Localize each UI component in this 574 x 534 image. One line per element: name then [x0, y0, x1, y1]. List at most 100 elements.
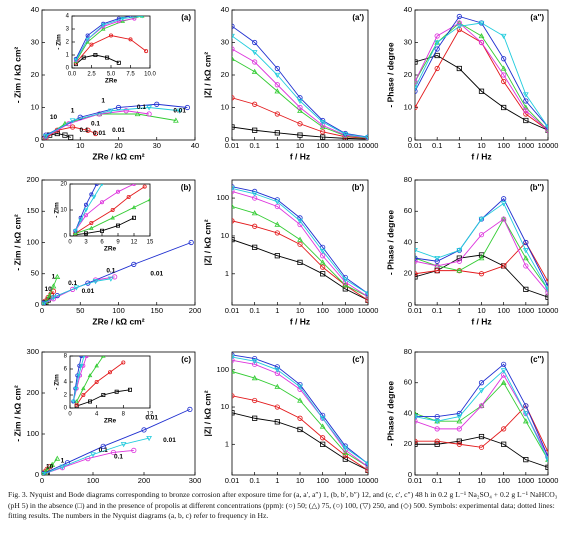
data-marker: [93, 53, 98, 58]
y-tick-label: 1: [66, 53, 70, 59]
data-marker: [456, 426, 462, 432]
data-marker: [456, 24, 463, 30]
panel-label: (a): [181, 13, 191, 22]
data-marker: [232, 23, 235, 29]
data-marker: [523, 108, 529, 114]
y-tick-label: 20: [60, 182, 67, 188]
data-marker: [131, 215, 136, 220]
y-tick-label: 20: [404, 269, 412, 278]
data-marker: [252, 397, 258, 404]
y-tick-label: 10: [221, 102, 229, 111]
data-marker: [342, 452, 348, 459]
data-marker: [319, 416, 326, 422]
data-marker: [297, 98, 303, 105]
data-marker: [319, 259, 326, 265]
frequency-annotation: 10: [45, 286, 53, 293]
inset: 0 3 6 9 12 15 0 10 20 ZRe - ZIm: [54, 182, 154, 253]
y-tick-label: 4: [64, 380, 68, 386]
data-marker: [342, 131, 349, 138]
data-marker: [42, 472, 46, 475]
data-marker: [545, 287, 548, 293]
data-marker: [434, 258, 440, 264]
frequency-annotation: 0.01: [93, 130, 106, 137]
x-tick-label: 0.0: [68, 72, 77, 78]
data-marker: [342, 277, 349, 283]
data-marker: [501, 216, 507, 222]
x-tick-label: 10: [296, 141, 304, 150]
data-marker: [274, 253, 280, 259]
data-marker: [342, 445, 349, 451]
data-marker: [297, 107, 303, 113]
data-marker: [478, 402, 485, 408]
x-tick-label: 0: [40, 306, 44, 315]
data-marker: [78, 218, 83, 223]
x-tick-label: 7.5: [126, 72, 135, 78]
data-marker: [415, 78, 418, 84]
y-tick-label: 40: [31, 5, 39, 14]
x-tick-label: 10000: [358, 476, 379, 485]
series-group: [42, 239, 194, 305]
data-marker: [365, 135, 368, 140]
data-marker: [87, 373, 93, 378]
y-axis-label: - Zim / kΩ cm²: [12, 385, 22, 442]
x-tick-label: 1: [457, 306, 461, 315]
x-tick-label: 100: [497, 476, 510, 485]
data-marker: [252, 223, 258, 229]
x-tick-label: 100: [497, 141, 510, 150]
data-marker: [84, 213, 89, 218]
frequency-annotation: 0.01: [145, 414, 158, 421]
x-tick-label: 100: [316, 476, 329, 485]
y-tick-label: 1: [225, 269, 229, 278]
data-marker: [365, 461, 368, 467]
data-marker: [500, 33, 507, 40]
x-axis-label: ZRe / kΩ cm²: [92, 316, 144, 326]
data-marker: [54, 455, 61, 461]
fit-line: [43, 278, 111, 305]
x-tick-label: 0.1: [249, 476, 259, 485]
series-group: [415, 13, 548, 133]
fit-line: [415, 369, 548, 460]
data-marker: [523, 98, 529, 104]
data-marker: [434, 426, 440, 432]
y-tick-label: 2: [66, 40, 70, 46]
data-marker: [232, 410, 235, 416]
fit-line: [75, 16, 143, 61]
fit-line: [415, 22, 548, 131]
data-marker: [415, 78, 418, 85]
data-marker: [523, 263, 529, 269]
data-marker: [77, 114, 83, 120]
data-marker: [81, 55, 86, 60]
data-marker: [90, 452, 96, 458]
x-tick-label: 100: [87, 476, 100, 485]
data-marker: [274, 419, 280, 425]
x-tick-label: 0.01: [225, 476, 240, 485]
fit-line: [415, 202, 548, 290]
data-marker: [84, 356, 89, 358]
y-tick-label: 0: [66, 66, 70, 72]
data-marker: [415, 271, 418, 277]
x-tick-label: 10: [296, 476, 304, 485]
data-marker: [456, 258, 462, 264]
data-marker: [123, 108, 129, 114]
data-marker: [522, 248, 529, 254]
data-marker: [456, 267, 463, 273]
data-marker: [100, 23, 106, 28]
data-marker: [434, 65, 440, 72]
frequency-annotation: 0.1: [99, 447, 108, 454]
series-group: [71, 356, 132, 408]
x-tick-label: 15: [147, 240, 154, 246]
y-tick-label: 200: [26, 175, 39, 184]
data-marker: [252, 244, 258, 250]
data-marker: [274, 72, 281, 79]
data-marker: [415, 441, 418, 447]
data-marker: [274, 88, 281, 94]
x-tick-label: 100: [316, 141, 329, 150]
x-tick-label: 10000: [358, 306, 379, 315]
y-tick-label: 30: [404, 37, 412, 46]
data-marker: [116, 60, 121, 65]
x-tick-label: 1000: [517, 141, 534, 150]
x-tick-label: 0.01: [408, 306, 423, 315]
